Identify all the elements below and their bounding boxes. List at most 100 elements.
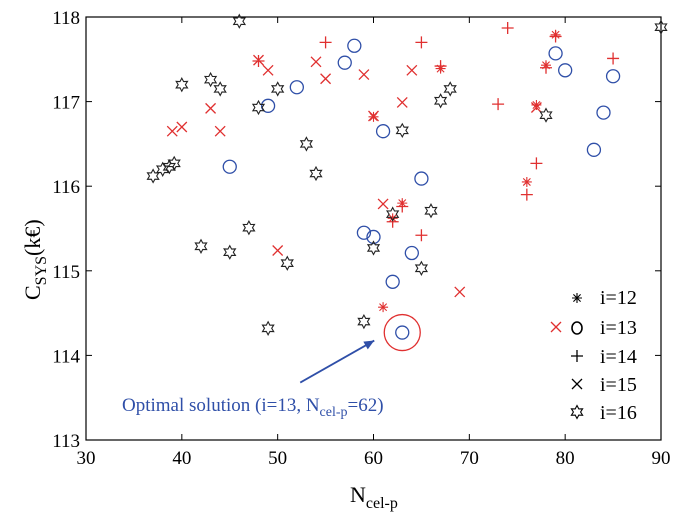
series-asterisk xyxy=(368,29,561,313)
series-x xyxy=(166,54,542,298)
legend-marker-plus xyxy=(571,350,583,362)
data-point-x xyxy=(320,73,332,85)
data-point-x xyxy=(396,96,408,108)
data-point-star xyxy=(223,244,237,260)
data-point-x xyxy=(272,245,284,256)
legend-symbol-circle xyxy=(550,321,583,335)
data-point-plus xyxy=(520,188,533,201)
x-tick-label: 30 xyxy=(77,448,96,469)
data-point-star xyxy=(357,313,371,330)
data-point-circle xyxy=(385,274,400,289)
data-point-star xyxy=(299,136,314,152)
data-point-circle xyxy=(548,46,563,61)
legend-entry-i16: i=16 xyxy=(570,402,637,424)
data-point-x xyxy=(377,198,389,210)
legend-symbol-star xyxy=(570,404,584,420)
data-point-x xyxy=(166,125,178,137)
data-point-asterisk xyxy=(521,176,532,187)
data-point-circle xyxy=(586,142,602,157)
data-point-star xyxy=(242,220,256,236)
optimal-highlight-ring xyxy=(383,313,421,352)
legend-entry-i13: i=13 xyxy=(550,317,637,339)
data-point-plus xyxy=(252,54,265,67)
data-point-circle xyxy=(558,63,573,78)
annotation-text-main: Optimal solution (i=13, N xyxy=(122,395,320,416)
data-point-asterisk xyxy=(378,302,389,313)
data-point-asterisk xyxy=(368,111,379,122)
data-point-circle xyxy=(260,98,276,113)
data-point-x xyxy=(358,69,370,80)
data-point-star xyxy=(280,255,294,271)
x-tick-label: 40 xyxy=(172,448,191,469)
y-tick-label: 113 xyxy=(52,431,80,452)
data-point-star xyxy=(146,168,160,184)
y-tick-label: 116 xyxy=(52,177,80,198)
data-point-plus xyxy=(501,21,514,34)
legend-marker-star xyxy=(570,404,584,420)
legend-label-i12: i=12 xyxy=(600,287,637,309)
x-axis-label-main: N xyxy=(350,482,366,507)
data-point-circle xyxy=(356,225,372,240)
legend-marker-x xyxy=(571,378,583,390)
data-point-star xyxy=(433,93,448,109)
data-point-circle xyxy=(395,325,410,340)
series-circle xyxy=(222,38,621,340)
data-point-star xyxy=(194,238,208,254)
data-point-asterisk xyxy=(387,213,398,224)
data-point-circle xyxy=(375,124,391,139)
data-point-star xyxy=(385,206,400,222)
legend-symbol-plus xyxy=(571,350,583,362)
data-point-circle xyxy=(605,69,621,84)
data-point-circle xyxy=(414,171,429,186)
data-point-circle xyxy=(289,80,304,95)
data-point-star xyxy=(213,81,227,97)
y-axis-label-unit: (k€) xyxy=(20,219,45,256)
x-tick-label: 90 xyxy=(652,448,671,469)
data-point-star xyxy=(424,203,438,219)
data-point-star xyxy=(414,260,429,276)
data-point-star xyxy=(443,81,457,97)
legend-symbol-asterisk xyxy=(572,293,582,303)
legend-entry-i12: i=12 xyxy=(572,287,637,309)
legend: i=12 i=13 i=14 i=15 i=16 xyxy=(550,287,637,424)
data-point-asterisk xyxy=(541,60,551,71)
data-point-star xyxy=(175,77,189,93)
data-point-star xyxy=(251,99,266,116)
series-star xyxy=(146,13,668,336)
data-point-circle xyxy=(347,38,362,53)
data-point-star xyxy=(395,122,409,139)
plot-frame xyxy=(85,16,662,441)
data-point-asterisk xyxy=(531,99,542,110)
legend-marker-circle xyxy=(571,321,583,335)
x-tick-label: 60 xyxy=(364,448,383,469)
y-tick-label: 117 xyxy=(52,93,80,114)
data-point-star xyxy=(167,155,181,172)
data-points xyxy=(146,13,668,340)
x-axis-label: Ncel-p xyxy=(350,482,398,512)
data-point-asterisk xyxy=(435,63,446,74)
data-point-plus xyxy=(415,36,428,49)
data-point-plus xyxy=(607,52,620,65)
data-point-x xyxy=(310,56,322,68)
legend-entry-i14: i=14 xyxy=(571,346,637,368)
y-tick-label: 115 xyxy=(52,262,80,283)
data-point-star xyxy=(261,320,275,336)
y-axis-label-main: C xyxy=(20,285,45,300)
x-axis-label-sub: cel-p xyxy=(366,495,398,512)
data-point-circle xyxy=(222,159,237,174)
annotation-text-sub: cel-p xyxy=(320,405,348,420)
data-point-x xyxy=(205,102,217,114)
legend-label-i13: i=13 xyxy=(600,317,637,339)
data-point-star xyxy=(232,13,247,29)
x-tick-label: 50 xyxy=(268,448,287,469)
data-point-x xyxy=(214,125,226,137)
data-point-x xyxy=(454,286,466,298)
annotation-text-tail: =62) xyxy=(348,395,384,416)
legend-entry-i15: i=15 xyxy=(571,374,637,396)
data-point-star xyxy=(270,81,285,97)
data-point-star xyxy=(366,240,381,256)
data-point-asterisk xyxy=(550,29,561,40)
axis-ticks: 30 40 50 60 70 80 90 113 114 115 116 117 118 xyxy=(52,8,670,469)
optimal-arrow xyxy=(299,339,375,384)
